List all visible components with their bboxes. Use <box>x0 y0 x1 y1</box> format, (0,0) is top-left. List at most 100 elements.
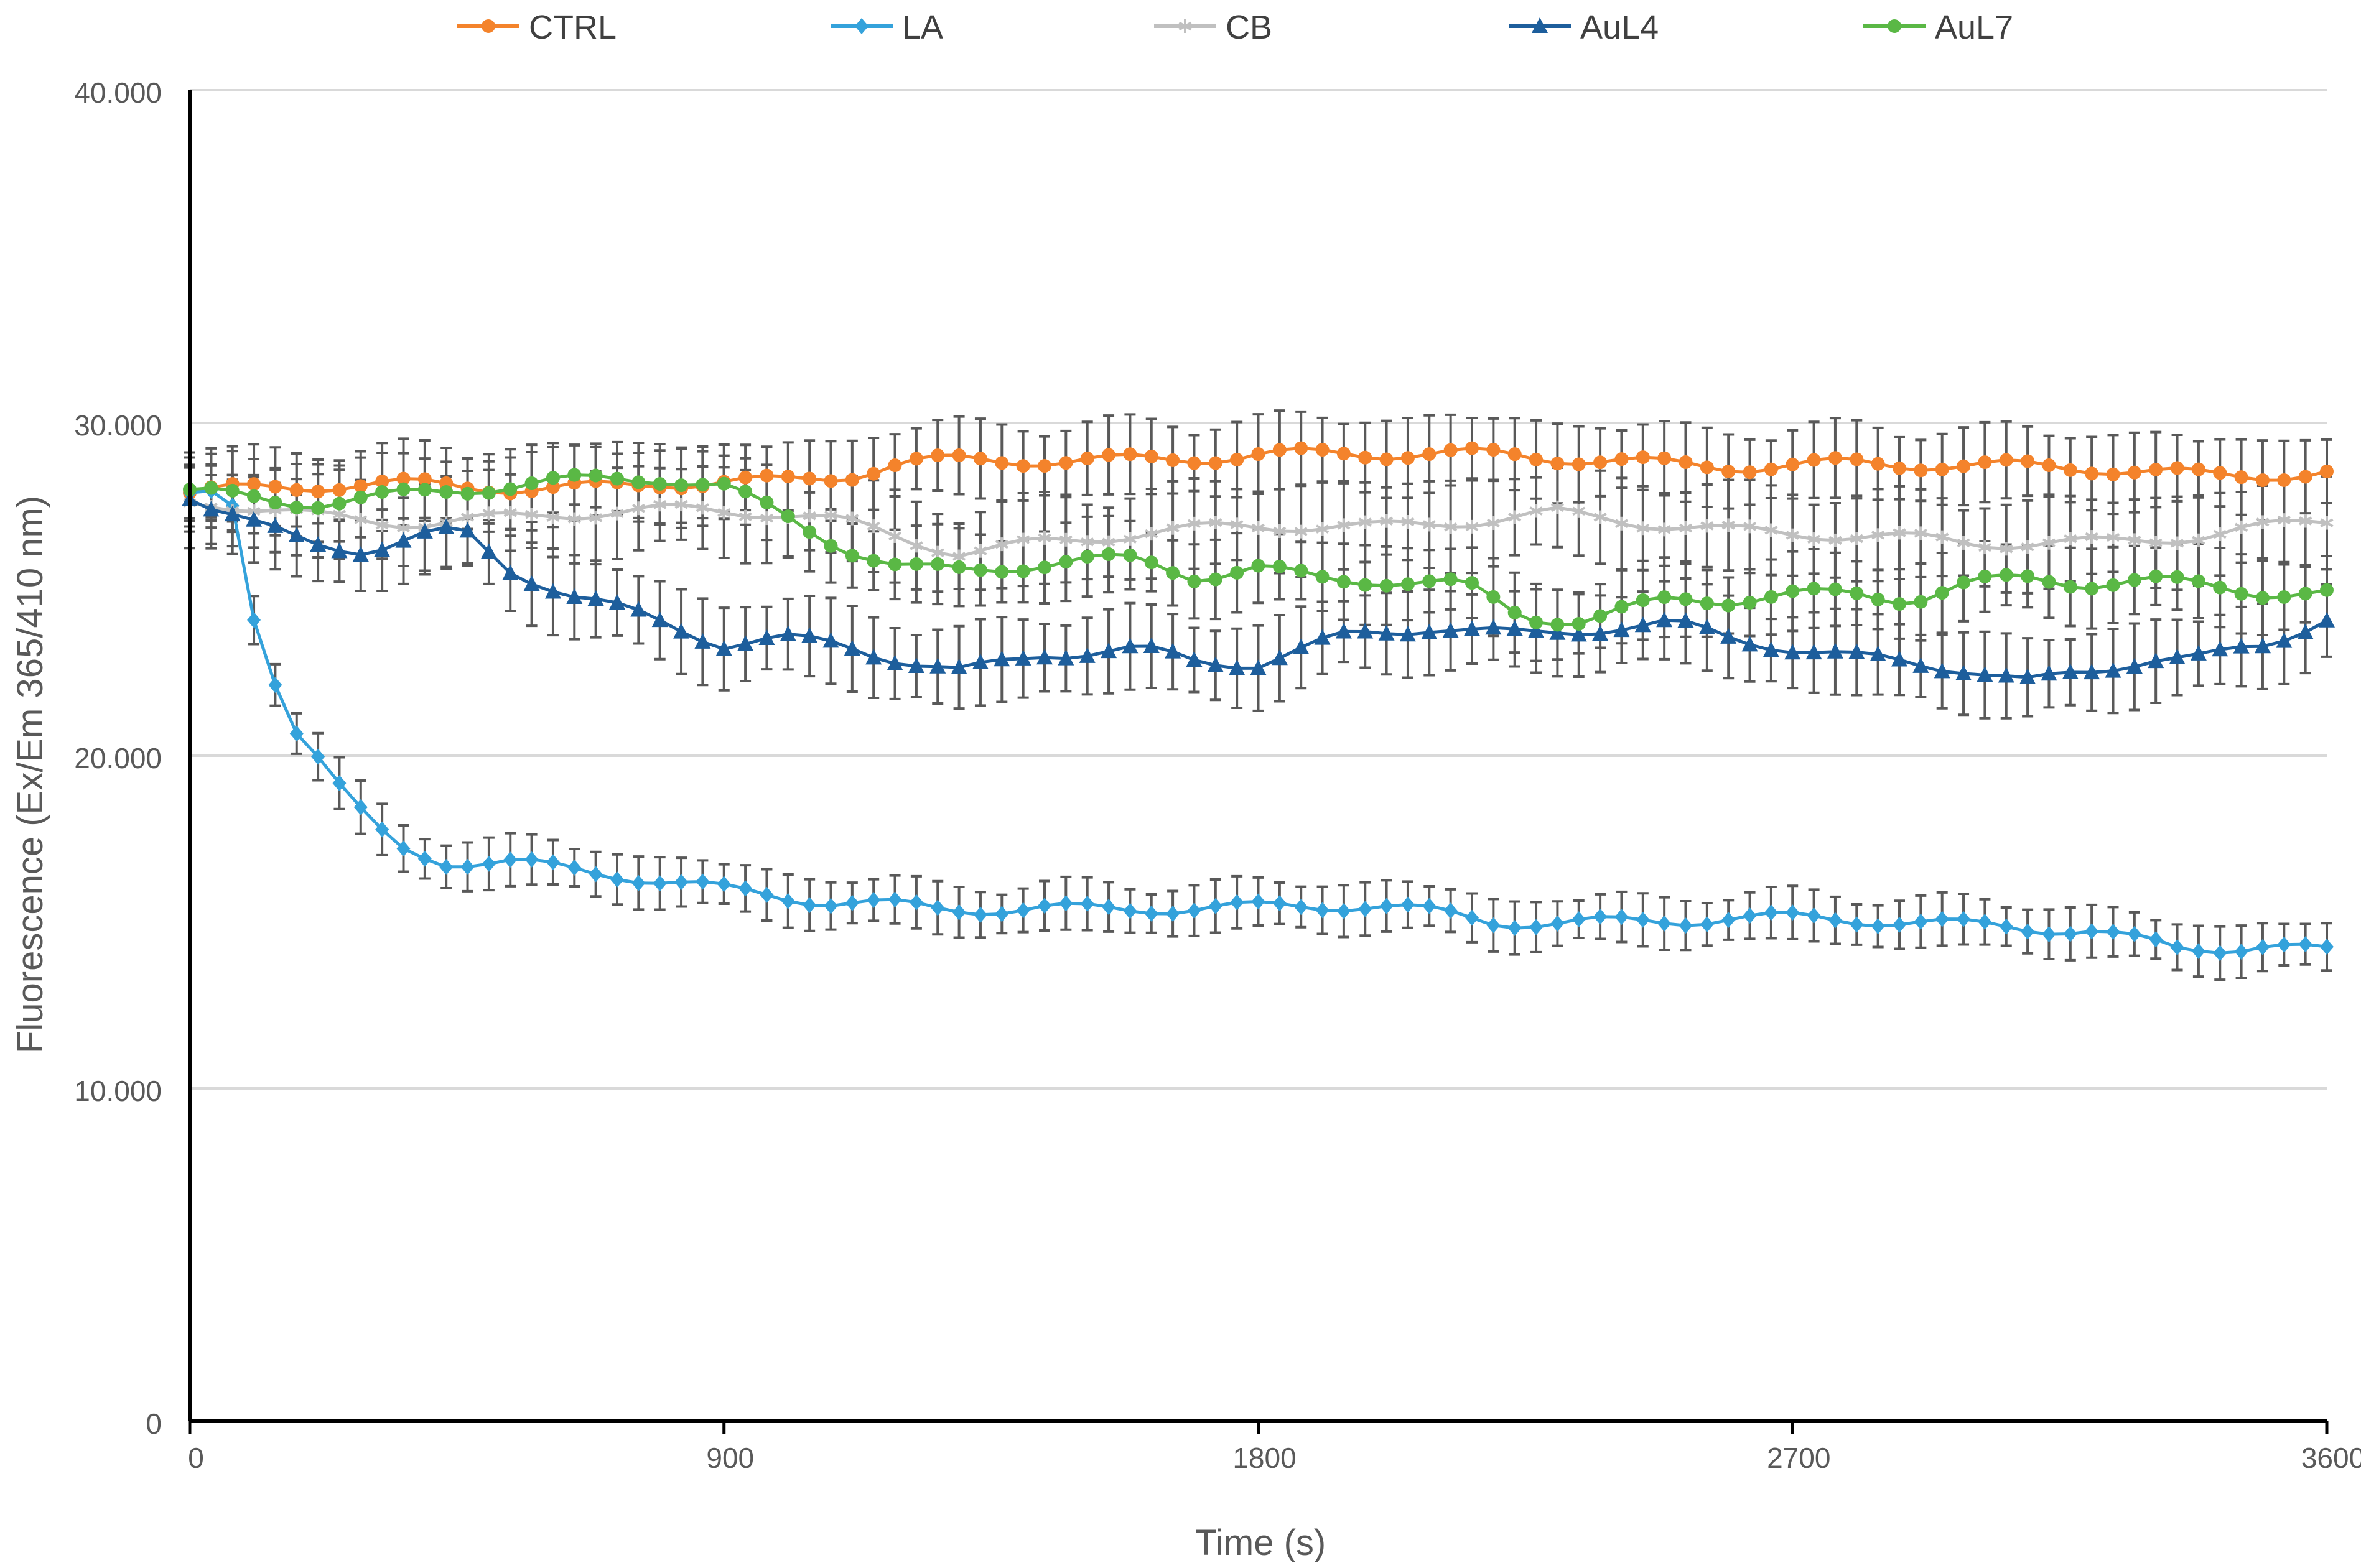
data-point-stroke <box>1935 532 1949 542</box>
data-point <box>460 486 475 501</box>
data-point <box>2106 530 2120 544</box>
data-point <box>439 485 454 499</box>
data-point <box>352 546 369 562</box>
data-point <box>375 485 389 499</box>
data-point <box>2063 925 2077 942</box>
data-point-stroke <box>1529 506 1543 516</box>
data-point <box>1080 452 1094 466</box>
data-point <box>524 851 539 868</box>
data-point <box>1614 516 1629 531</box>
data-point <box>951 658 967 674</box>
data-point <box>1848 643 1865 659</box>
data-point <box>2297 623 2314 639</box>
data-point <box>1144 449 1158 463</box>
data-point <box>1934 662 1950 679</box>
data-point-stroke <box>503 508 517 517</box>
data-point <box>1315 522 1330 536</box>
data-point <box>760 886 774 903</box>
data-point-stroke <box>1294 527 1308 536</box>
data-point <box>1442 622 1459 638</box>
legend-label: AuL4 <box>1580 9 1659 46</box>
data-point <box>204 481 218 495</box>
data-point <box>1016 902 1030 919</box>
data-point <box>1935 530 1949 544</box>
data-point <box>503 506 517 520</box>
data-point <box>1208 456 1222 470</box>
data-point <box>1871 918 1885 935</box>
data-point <box>1700 519 1714 533</box>
data-point <box>2042 536 2056 550</box>
data-point <box>1529 452 1544 466</box>
data-point <box>1679 592 1693 606</box>
data-point <box>482 855 496 872</box>
data-point <box>331 542 348 559</box>
data-point-stroke <box>1380 516 1394 526</box>
data-point <box>546 510 560 524</box>
series-cb <box>183 496 2334 564</box>
data-point <box>375 821 389 838</box>
data-point-stroke <box>2106 532 2120 542</box>
data-point-stroke <box>1081 537 1094 547</box>
data-point <box>1935 462 1949 476</box>
data-point <box>1422 574 1437 588</box>
data-point <box>845 473 859 487</box>
data-point <box>1294 524 1308 539</box>
data-point <box>589 866 603 883</box>
x-tick-label: 3600 <box>2301 1442 2361 1474</box>
data-point <box>1358 450 1372 465</box>
data-point <box>1166 566 1180 580</box>
data-point <box>974 544 987 558</box>
data-point-stroke <box>2021 542 2034 552</box>
x-tick-label: 0 <box>188 1442 204 1474</box>
data-point <box>289 483 304 497</box>
data-point <box>1935 586 1949 600</box>
data-point <box>375 475 389 489</box>
data-point <box>1977 666 1993 682</box>
data-point <box>845 511 859 526</box>
data-point <box>760 468 774 483</box>
data-point-stroke <box>1893 528 1906 537</box>
data-point <box>417 850 432 867</box>
data-point <box>973 906 987 923</box>
data-point <box>1208 572 1222 587</box>
data-point <box>247 489 261 503</box>
data-point <box>2170 461 2184 475</box>
legend-item-aul4: AuL4 <box>1509 9 1659 46</box>
data-point <box>952 904 966 921</box>
data-point <box>1102 448 1116 462</box>
data-point <box>1315 902 1330 919</box>
data-point <box>1549 624 1566 640</box>
data-point <box>459 522 476 538</box>
data-point <box>1893 916 1906 933</box>
data-point-stroke <box>1828 536 1842 545</box>
data-point <box>1893 526 1906 540</box>
data-point <box>2021 540 2034 554</box>
data-point <box>2212 641 2228 657</box>
data-point <box>2276 632 2293 648</box>
data-point-stroke <box>888 531 902 541</box>
data-point <box>289 501 304 515</box>
data-point <box>610 871 624 888</box>
data-point-stroke <box>1508 513 1522 522</box>
data-point <box>1572 616 1586 631</box>
data-point <box>1209 516 1222 530</box>
data-point <box>1038 459 1051 473</box>
data-point <box>737 635 754 651</box>
data-point <box>1059 895 1073 912</box>
data-point <box>1850 586 1864 600</box>
data-point <box>2085 530 2098 544</box>
data-point <box>1912 657 1929 673</box>
data-point <box>631 475 646 489</box>
data-point-stroke <box>1636 524 1650 533</box>
data-point-stroke <box>589 513 603 522</box>
series-lines <box>182 441 2335 962</box>
data-point <box>909 894 923 911</box>
data-point <box>696 501 709 515</box>
data-point-stroke <box>1337 521 1351 530</box>
y-tick-label: 10.000 <box>74 1075 162 1107</box>
data-point <box>888 891 902 908</box>
data-point <box>738 470 753 485</box>
data-point <box>1978 455 1992 470</box>
data-point-stroke <box>1679 523 1693 533</box>
